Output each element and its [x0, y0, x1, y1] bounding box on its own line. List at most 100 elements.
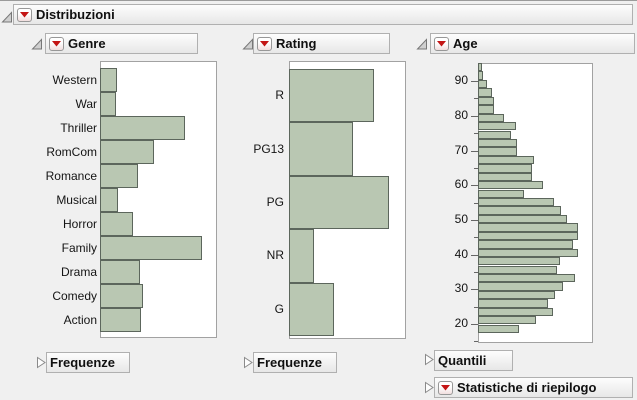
outline-label: Frequenze — [257, 355, 323, 370]
histogram-bar[interactable] — [478, 324, 519, 333]
axis-minor-tick — [474, 167, 478, 169]
outline-label: Frequenze — [50, 355, 116, 370]
histogram-bar[interactable] — [478, 105, 494, 114]
histogram-bar[interactable] — [100, 284, 143, 308]
axis-tick-label: 40 — [454, 246, 468, 261]
histogram-bar[interactable] — [478, 214, 567, 224]
category-label: Drama — [60, 264, 97, 279]
histogram-bar[interactable] — [478, 198, 554, 207]
histogram-bar[interactable] — [478, 71, 483, 80]
histogram-bar[interactable] — [100, 164, 138, 188]
panel-header-age[interactable]: Age — [430, 33, 635, 54]
histogram-bar[interactable] — [478, 130, 511, 139]
histogram-bar[interactable] — [289, 175, 389, 230]
outline-quantili[interactable]: Quantili — [434, 350, 513, 371]
red-triangle-menu-icon[interactable] — [438, 380, 453, 395]
outline-frequenze-rating[interactable]: Frequenze — [253, 352, 337, 373]
histogram-bar[interactable] — [100, 140, 154, 164]
histogram-bar[interactable] — [478, 206, 561, 215]
axis-minor-tick — [474, 237, 478, 239]
category-label: R — [275, 88, 284, 103]
histogram-bar[interactable] — [478, 138, 517, 148]
histogram-bar[interactable] — [478, 223, 578, 232]
histogram-bar[interactable] — [100, 68, 117, 92]
category-label: War — [75, 96, 97, 111]
axis-major-tick — [471, 81, 478, 83]
axis-major-tick — [471, 115, 478, 117]
disclosure-open-icon[interactable] — [31, 38, 43, 51]
disclosure-open-icon[interactable] — [242, 38, 254, 51]
histogram-bar[interactable] — [100, 188, 118, 212]
histogram-bar[interactable] — [478, 155, 534, 165]
histogram-bar[interactable] — [478, 240, 573, 249]
category-label: Action — [63, 312, 97, 327]
category-label: G — [274, 301, 284, 316]
disclosure-open-icon[interactable] — [1, 11, 13, 24]
category-label: Horror — [62, 216, 97, 231]
disclosure-collapsed-icon[interactable] — [242, 356, 254, 369]
histogram-bar[interactable] — [478, 248, 578, 257]
outline-statistiche-di-riepilogo[interactable]: Statistiche di riepilogo — [434, 377, 633, 398]
axis-tick-label: 30 — [454, 281, 468, 296]
axis-major-tick — [471, 289, 478, 291]
histogram-bar[interactable] — [289, 229, 314, 283]
histogram-bar[interactable] — [478, 290, 555, 300]
histogram-bar[interactable] — [478, 181, 543, 190]
histogram-bar[interactable] — [478, 164, 532, 173]
histogram-bar[interactable] — [478, 316, 536, 325]
histogram-bar[interactable] — [478, 96, 494, 106]
axis-tick-label: 90 — [454, 73, 468, 88]
histogram-bar[interactable] — [478, 63, 482, 72]
histogram-bar[interactable] — [478, 79, 487, 89]
axis-major-tick — [471, 254, 478, 256]
histogram-bar[interactable] — [100, 116, 185, 140]
histogram-bar[interactable] — [100, 260, 140, 284]
panel-title-rating: Rating — [276, 36, 317, 51]
axis-minor-tick — [474, 98, 478, 100]
category-label: NR — [266, 248, 284, 263]
histogram-bar[interactable] — [100, 308, 141, 332]
category-label: PG — [266, 195, 284, 209]
disclosure-collapsed-icon[interactable] — [35, 356, 47, 369]
axis-minor-tick — [474, 271, 478, 273]
panel-header-rating[interactable]: Rating — [253, 33, 390, 54]
histogram-bar[interactable] — [100, 212, 133, 236]
histogram-bar[interactable] — [478, 307, 553, 317]
panel-title-genre: Genre — [68, 36, 106, 51]
histogram-bar[interactable] — [478, 257, 560, 266]
histogram-bar[interactable] — [478, 299, 548, 308]
histogram-bar[interactable] — [478, 172, 532, 182]
histogram-bar[interactable] — [100, 236, 202, 260]
histogram-bar[interactable] — [478, 265, 557, 274]
axis-minor-tick — [474, 133, 478, 135]
histogram-bar[interactable] — [478, 273, 575, 283]
histogram-bar[interactable] — [478, 147, 517, 156]
histogram-bar[interactable] — [478, 122, 516, 131]
histogram-bar[interactable] — [478, 282, 563, 291]
red-triangle-menu-icon[interactable] — [434, 36, 449, 51]
histogram-bar[interactable] — [478, 231, 578, 241]
histogram-bar[interactable] — [289, 122, 353, 176]
histogram-bar[interactable] — [100, 92, 116, 116]
outline-label: Statistiche di riepilogo — [457, 380, 597, 395]
outline-label: Quantili — [438, 353, 487, 368]
disclosure-open-icon[interactable] — [416, 38, 428, 51]
outline-frequenze-genre[interactable]: Frequenze — [46, 352, 130, 373]
histogram-bar[interactable] — [478, 113, 504, 122]
histogram-bar[interactable] — [478, 88, 492, 97]
red-triangle-menu-icon[interactable] — [49, 36, 64, 51]
histogram-bar[interactable] — [289, 282, 334, 336]
red-triangle-menu-icon[interactable] — [17, 7, 32, 22]
histogram-bar[interactable] — [478, 189, 524, 198]
disclosure-collapsed-icon[interactable] — [423, 381, 435, 394]
axis-major-tick — [471, 185, 478, 187]
axis-major-tick — [471, 324, 478, 325]
red-triangle-menu-icon[interactable] — [257, 36, 272, 51]
report-header-distribuzioni[interactable]: Distribuzioni — [13, 4, 633, 25]
panel-header-genre[interactable]: Genre — [45, 33, 198, 54]
disclosure-collapsed-icon[interactable] — [423, 353, 435, 366]
axis-major-tick — [471, 219, 478, 221]
histogram-bar[interactable] — [289, 69, 374, 123]
category-label: PG13 — [253, 141, 284, 156]
